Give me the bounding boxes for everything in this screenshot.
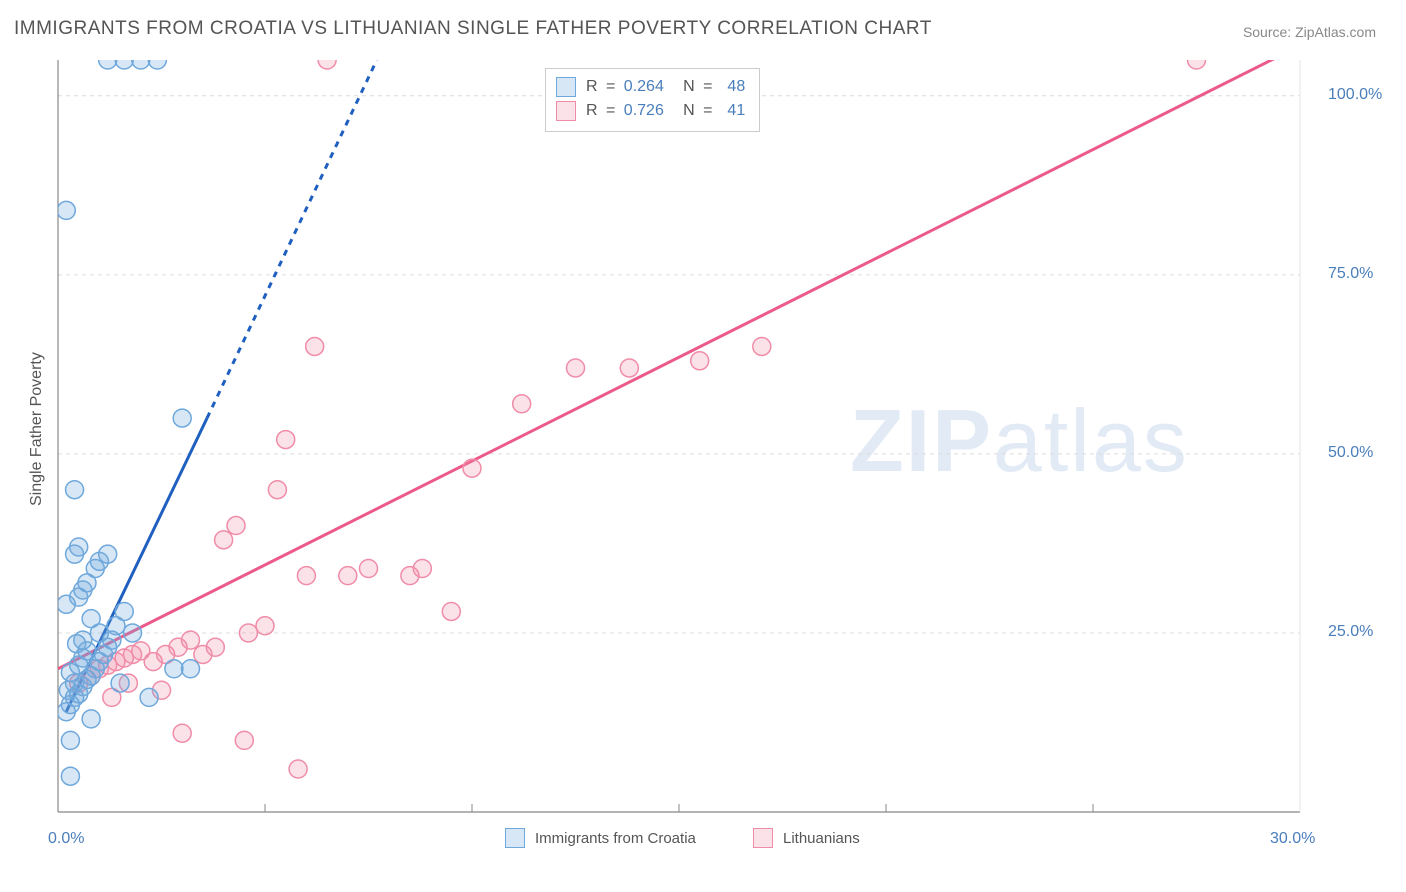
y-tick-label: 75.0% (1328, 265, 1373, 283)
y-tick-label: 25.0% (1328, 623, 1373, 641)
swatch-croatia (556, 77, 576, 97)
legend-row-lithuanian: R = 0.726 N = 41 (556, 99, 745, 123)
swatch-croatia-icon (505, 828, 525, 848)
legend-bottom-lithuanian: Lithuanians (753, 828, 860, 848)
legend-row-croatia: R = 0.264 N = 48 (556, 75, 745, 99)
x-tick-label: 0.0% (48, 830, 84, 848)
x-tick-label: 30.0% (1270, 830, 1315, 848)
y-tick-label: 50.0% (1328, 444, 1373, 462)
stats-croatia: R = 0.264 N = 48 (586, 75, 745, 99)
legend-label-lithuanian: Lithuanians (783, 830, 860, 847)
legend-label-croatia: Immigrants from Croatia (535, 830, 696, 847)
swatch-lithuanian-icon (753, 828, 773, 848)
scatter-chart (0, 0, 1406, 892)
legend-bottom-croatia: Immigrants from Croatia (505, 828, 696, 848)
correlation-legend: R = 0.264 N = 48 R = 0.726 N = 41 (545, 68, 760, 132)
y-tick-label: 100.0% (1328, 86, 1382, 104)
stats-lithuanian: R = 0.726 N = 41 (586, 99, 745, 123)
swatch-lithuanian (556, 101, 576, 121)
